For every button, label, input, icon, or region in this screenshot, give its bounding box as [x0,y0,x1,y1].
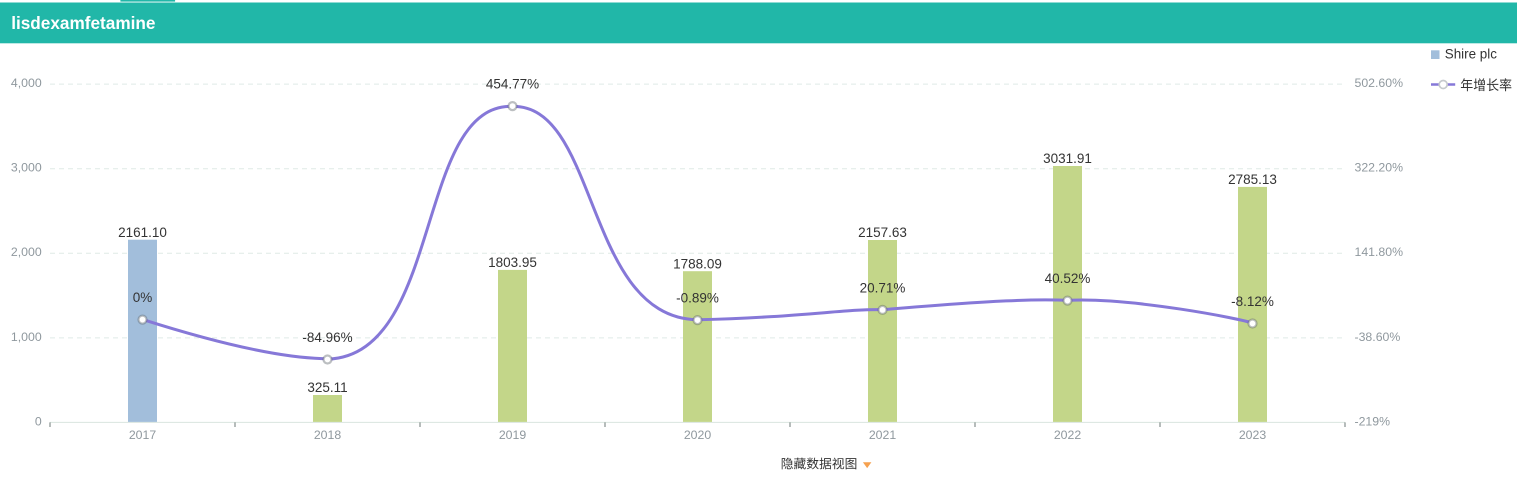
svg-text:3031.91: 3031.91 [1043,151,1092,166]
svg-text:2022: 2022 [1054,428,1082,442]
svg-text:-8.12%: -8.12% [1231,294,1274,309]
svg-text:2021: 2021 [869,428,897,442]
svg-text:454.77%: 454.77% [486,77,539,92]
svg-text:1,000: 1,000 [11,330,42,344]
svg-text:-0.89%: -0.89% [676,291,719,306]
svg-text:lisdexamfetamine: lisdexamfetamine [11,13,155,33]
svg-text:40.52%: 40.52% [1045,271,1091,286]
svg-text:2019: 2019 [499,428,527,442]
svg-text:20.71%: 20.71% [860,281,906,296]
svg-text:2018: 2018 [314,428,342,442]
svg-text:0%: 0% [133,290,153,305]
svg-text:2161.10: 2161.10 [118,225,167,240]
svg-text:502.60%: 502.60% [1355,76,1404,90]
svg-text:1788.09: 1788.09 [673,256,722,271]
svg-text:1803.95: 1803.95 [488,255,537,270]
svg-text:-84.96%: -84.96% [302,330,352,345]
svg-text:2,000: 2,000 [11,245,42,259]
svg-text:2023: 2023 [1239,428,1267,442]
svg-text:Shire plc: Shire plc [1445,47,1497,62]
svg-text:2020: 2020 [684,428,712,442]
svg-text:-38.60%: -38.60% [1355,330,1401,344]
svg-text:325.11: 325.11 [307,380,347,395]
svg-text:4,000: 4,000 [11,76,42,90]
svg-text:2017: 2017 [129,428,157,442]
svg-text:141.80%: 141.80% [1355,245,1404,259]
svg-text:0: 0 [35,414,42,428]
svg-text:2785.13: 2785.13 [1228,172,1277,187]
svg-text:3,000: 3,000 [11,161,42,175]
svg-text:322.20%: 322.20% [1355,161,1404,175]
svg-text:2157.63: 2157.63 [858,225,907,240]
svg-text:-219%: -219% [1355,414,1391,428]
